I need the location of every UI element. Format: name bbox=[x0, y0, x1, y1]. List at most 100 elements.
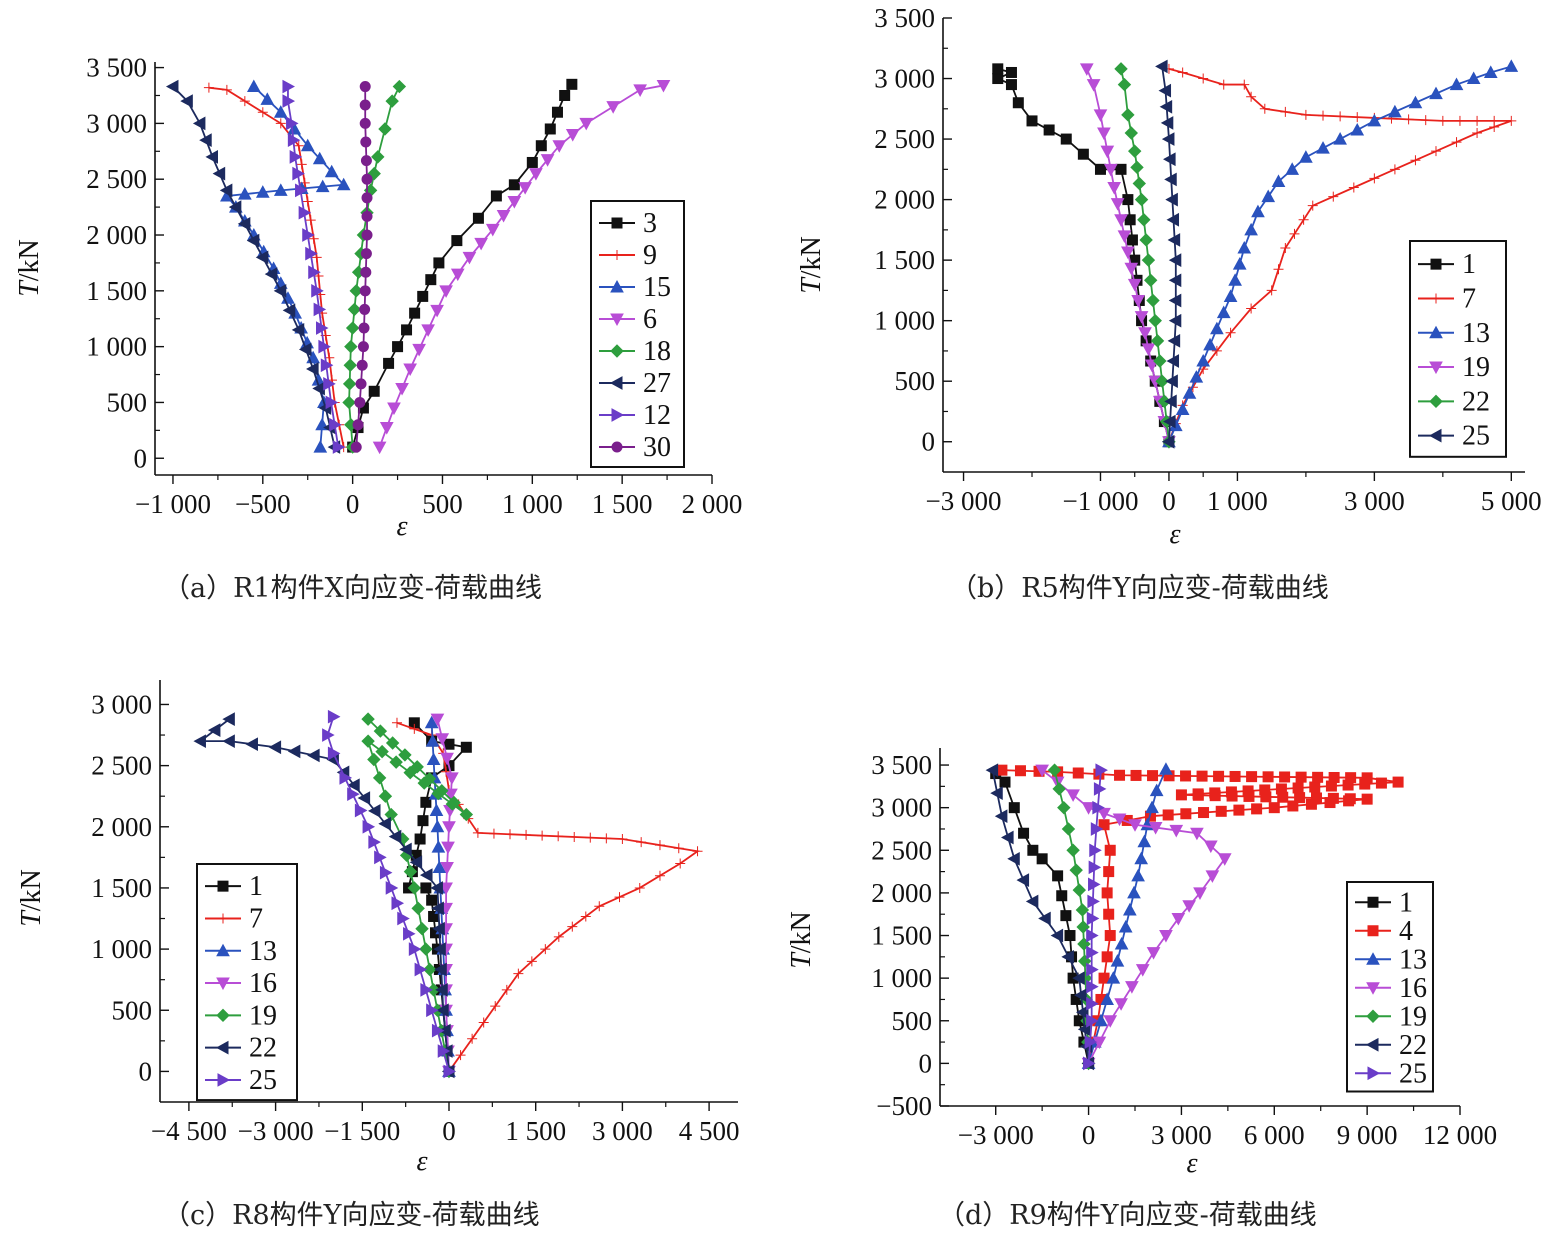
x-tick-label: 12 000 bbox=[1423, 1120, 1497, 1150]
data-point-fill bbox=[1134, 851, 1149, 865]
data-point bbox=[1098, 972, 1110, 984]
data-point-fill bbox=[526, 956, 537, 967]
data-point-fill bbox=[246, 233, 260, 248]
data-point-fill bbox=[1144, 359, 1159, 373]
data-point bbox=[378, 122, 392, 136]
data-point-fill bbox=[378, 789, 393, 803]
data-point bbox=[1052, 870, 1064, 882]
y-tick-label: 1 000 bbox=[871, 963, 932, 993]
data-point-fill bbox=[385, 736, 400, 750]
data-point-fill bbox=[1159, 99, 1173, 114]
data-point bbox=[1504, 59, 1519, 72]
x-tick-label: 2 000 bbox=[682, 489, 743, 519]
data-point bbox=[300, 138, 315, 152]
data-point-fill bbox=[1093, 782, 1107, 796]
data-point bbox=[293, 140, 304, 151]
data-point bbox=[273, 283, 287, 298]
data-point-fill bbox=[1352, 112, 1363, 123]
data-point-fill bbox=[354, 803, 368, 818]
data-point-fill bbox=[1420, 115, 1431, 126]
data-point-fill bbox=[1285, 162, 1300, 175]
data-point bbox=[1093, 109, 1108, 122]
y-tick-label: 1 500 bbox=[91, 873, 152, 903]
legend-entry: 16 bbox=[1355, 973, 1427, 1004]
caption-a: （a）R1构件X向应变-荷载曲线 bbox=[163, 573, 542, 604]
data-point-fill bbox=[1088, 860, 1102, 875]
data-point-fill bbox=[397, 911, 410, 926]
legend-entry: 25 bbox=[1355, 1058, 1427, 1089]
data-point bbox=[419, 942, 433, 956]
data-point-fill bbox=[403, 926, 416, 941]
x-tick-label: −1 000 bbox=[135, 489, 211, 519]
data-point bbox=[384, 807, 398, 822]
y-tick-label: 2 000 bbox=[86, 220, 147, 250]
data-point-fill bbox=[305, 215, 316, 226]
data-point bbox=[439, 882, 453, 895]
data-point bbox=[1148, 313, 1162, 328]
data-point-fill bbox=[1086, 911, 1100, 926]
data-point-fill bbox=[1472, 115, 1483, 126]
data-point-fill bbox=[287, 744, 301, 759]
data-point-fill bbox=[1345, 772, 1357, 784]
legend-label: 9 bbox=[643, 240, 657, 271]
data-point-fill bbox=[1196, 770, 1208, 782]
data-point-fill bbox=[1141, 343, 1156, 356]
data-point bbox=[1095, 763, 1108, 778]
data-point bbox=[1079, 63, 1094, 76]
data-point-fill bbox=[423, 962, 437, 977]
data-point-fill bbox=[1097, 127, 1111, 141]
data-point-fill bbox=[412, 343, 426, 357]
legend-entry: 13 bbox=[205, 936, 277, 967]
data-point bbox=[359, 81, 371, 93]
data-point-fill bbox=[395, 382, 409, 396]
legend-marker bbox=[611, 441, 623, 453]
data-point bbox=[1081, 802, 1096, 815]
data-point bbox=[237, 217, 251, 231]
data-point bbox=[692, 846, 703, 857]
data-point-fill bbox=[1410, 155, 1421, 166]
data-point bbox=[311, 283, 324, 298]
y-tick-label: 2 500 bbox=[91, 751, 152, 781]
data-point-fill bbox=[373, 724, 388, 738]
series-25 bbox=[1083, 763, 1108, 1071]
y-tick-label: 1 500 bbox=[871, 921, 932, 951]
data-point-fill bbox=[1061, 822, 1076, 836]
legend-marker bbox=[1367, 1066, 1381, 1081]
data-point bbox=[222, 734, 235, 749]
legend-marker bbox=[1365, 1037, 1379, 1052]
legend-entry: 7 bbox=[1418, 283, 1476, 314]
data-point-fill bbox=[1180, 770, 1192, 782]
data-point-fill bbox=[1166, 354, 1180, 368]
legend-entry: 13 bbox=[1418, 318, 1490, 349]
data-point-fill bbox=[1294, 792, 1306, 804]
data-point-fill bbox=[357, 791, 371, 805]
data-point bbox=[354, 396, 366, 408]
series-line bbox=[355, 86, 368, 448]
data-point-fill bbox=[1164, 394, 1177, 409]
data-point-fill bbox=[1145, 800, 1159, 814]
legend-entry: 1 bbox=[1355, 887, 1413, 918]
data-point bbox=[1115, 163, 1127, 175]
data-point-fill bbox=[1209, 787, 1221, 799]
data-point bbox=[387, 402, 401, 416]
data-point-fill bbox=[1090, 822, 1104, 836]
data-point-fill bbox=[1162, 809, 1174, 821]
data-point bbox=[1171, 912, 1186, 926]
data-point bbox=[407, 881, 422, 895]
data-point-fill bbox=[308, 265, 321, 280]
legend-marker bbox=[217, 1073, 231, 1087]
legend-label: 12 bbox=[643, 400, 671, 431]
data-point bbox=[332, 440, 346, 454]
y-tick-label: 0 bbox=[919, 1048, 933, 1078]
data-point bbox=[325, 395, 339, 410]
data-point-fill bbox=[1228, 273, 1242, 286]
data-point bbox=[362, 819, 376, 834]
data-point-fill bbox=[316, 321, 329, 335]
data-point bbox=[268, 740, 282, 755]
data-point-fill bbox=[505, 829, 516, 840]
data-point-fill bbox=[1182, 900, 1197, 913]
data-point bbox=[1225, 327, 1236, 338]
data-point-fill bbox=[426, 983, 441, 997]
data-point-fill bbox=[1114, 998, 1128, 1011]
y-tick-label: 3 500 bbox=[86, 53, 147, 83]
